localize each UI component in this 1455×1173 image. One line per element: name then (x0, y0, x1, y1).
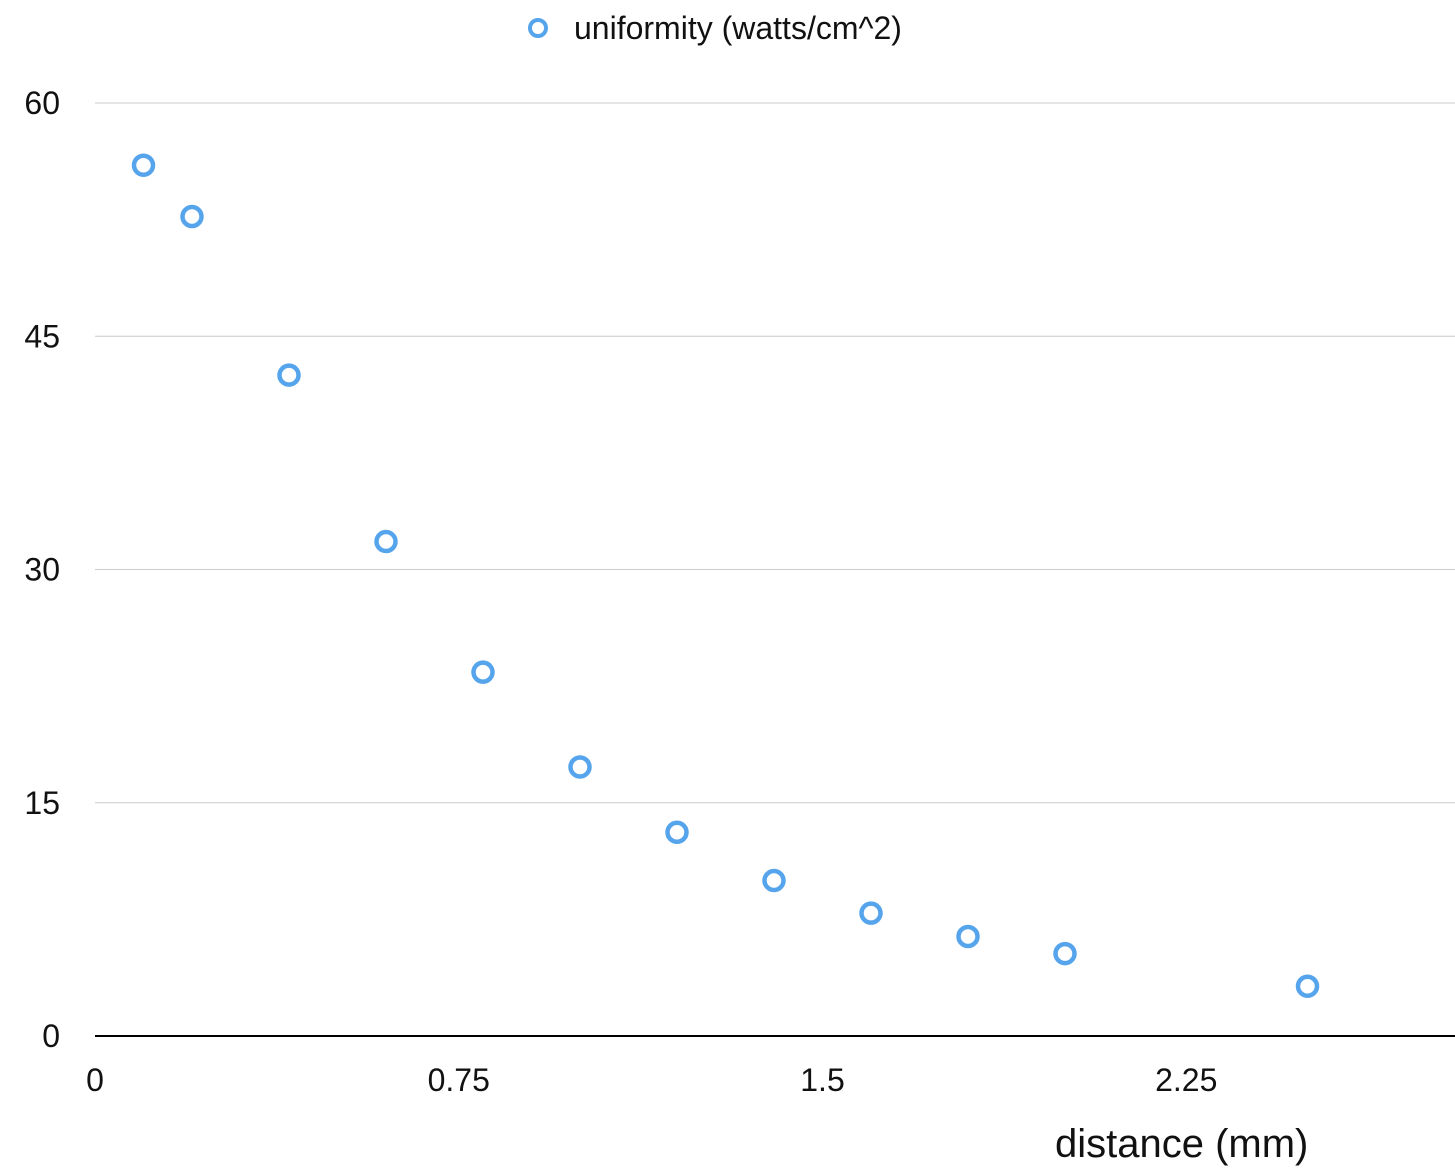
data-point (859, 901, 883, 925)
y-tick-label: 15 (24, 785, 60, 821)
data-point (374, 529, 398, 554)
data-points (131, 153, 1320, 998)
x-tick-label: 0 (86, 1062, 104, 1098)
data-point (568, 755, 592, 779)
data-point (131, 153, 156, 177)
data-point (277, 363, 301, 387)
data-point (180, 204, 204, 229)
data-point (956, 924, 980, 949)
legend-marker (528, 18, 548, 38)
data-point (471, 660, 495, 684)
y-tick-label: 60 (24, 85, 60, 121)
x-tick-label: 2.25 (1155, 1062, 1217, 1098)
y-tick-label: 30 (24, 552, 60, 588)
data-point (1053, 941, 1077, 966)
gridlines (95, 102, 1455, 804)
x-axis-label: distance (mm) (1055, 1122, 1309, 1166)
legend: uniformity (watts/cm^2) (528, 8, 902, 48)
x-tick-label: 0.75 (428, 1062, 490, 1098)
x-tick-label: 1.5 (800, 1062, 844, 1098)
y-tick-label: 0 (42, 1018, 60, 1054)
y-tick-label: 45 (24, 318, 60, 354)
legend-label: uniformity (watts/cm^2) (574, 9, 902, 46)
data-point (665, 820, 689, 845)
data-point (762, 868, 786, 893)
data-point (1295, 974, 1320, 998)
